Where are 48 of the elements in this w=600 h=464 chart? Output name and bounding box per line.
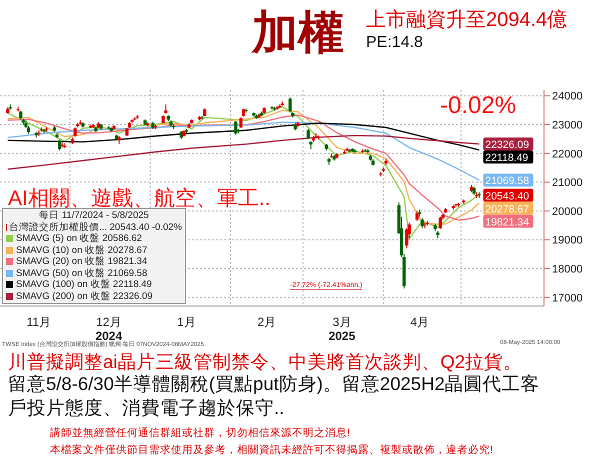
y-tick-label: 17000: [552, 292, 583, 304]
candlestick: [74, 126, 77, 138]
y-tick-label: 21000: [552, 177, 583, 190]
legend-label: SMAVG (10) on 收盤 20278.67: [15, 244, 148, 256]
y-tick-label: 22000: [552, 148, 583, 160]
legend-label: SMAVG (100) on 收盤 22118.49: [15, 279, 153, 290]
candlestick: [438, 216, 442, 230]
y-tick-label: 20000: [552, 206, 583, 218]
annotation: AI相關、遊戲、航空、軍工..: [8, 186, 271, 210]
data-label: 19821.34: [485, 216, 530, 228]
text: PE:14.8: [366, 34, 423, 52]
data-label: 21069.58: [485, 175, 530, 188]
annotation: -0.02%: [440, 92, 516, 120]
chart-title: 加權: [252, 5, 344, 60]
candlestick: [306, 128, 310, 140]
x-tick-label: 4月: [410, 315, 429, 329]
candlestick: [288, 96, 292, 113]
x-tick-label: 1月: [177, 315, 196, 329]
legend-label: 台灣證交所加權股價... 20543.40 -0.02%: [8, 222, 182, 233]
candlestick: [58, 139, 62, 151]
data-label: 20278.67: [485, 203, 530, 216]
candlestick: [164, 104, 168, 114]
annotation: 20543.40: [485, 190, 530, 202]
chart-subtitle: 上市融資升至2094.4億: [366, 8, 568, 33]
x-tick-label: 3月 2025: [328, 315, 356, 343]
legend-label: SMAVG (50) on 收盤 21069.58: [15, 268, 148, 279]
legend-label: SMAVG (5) on 收盤 20586.62: [15, 233, 143, 244]
line-series: [7, 122, 480, 181]
y-tick-label: 23000: [552, 119, 583, 132]
data-label: 22326.09: [485, 138, 530, 151]
legend-title: 每日 11/7/2024 - 5/8/2025: [38, 210, 150, 222]
data-label: 22118.49: [485, 152, 528, 164]
candlestick: [234, 120, 238, 136]
y-tick-label: 19000: [552, 234, 583, 247]
text: 留意5/8-6/30半導體關稅(買點put防身)。留意2025H2晶圓代工客戶投片態度、消費電子趨於保守..: [8, 372, 541, 420]
x-tick-label: 11月: [26, 315, 52, 329]
legend-label: SMAVG (200) on 收盤 22326.09: [15, 290, 154, 302]
candlestick: [420, 218, 424, 229]
text: 講師並無經營任何通信群組或社群，切勿相信來源不明之消息!: [50, 426, 350, 440]
candlestick: [239, 116, 243, 129]
line-series: [7, 122, 480, 151]
y-tick-label: 18000: [552, 263, 583, 276]
y-tick-label: 24000: [552, 90, 583, 103]
line-series: [7, 134, 480, 170]
legend-label: SMAVG (20) on 收盤 19821.34: [15, 256, 148, 268]
text: 本檔案文件僅供節目需求使用及參考，相關資訊未經許可不得揭露、複製或散佈，違者必究!: [50, 443, 493, 457]
x-tick-label: 2月: [257, 315, 276, 329]
text: 川普擬調整ai晶片三級管制禁令、中美將首次談判、Q2拉貨。: [8, 350, 522, 374]
